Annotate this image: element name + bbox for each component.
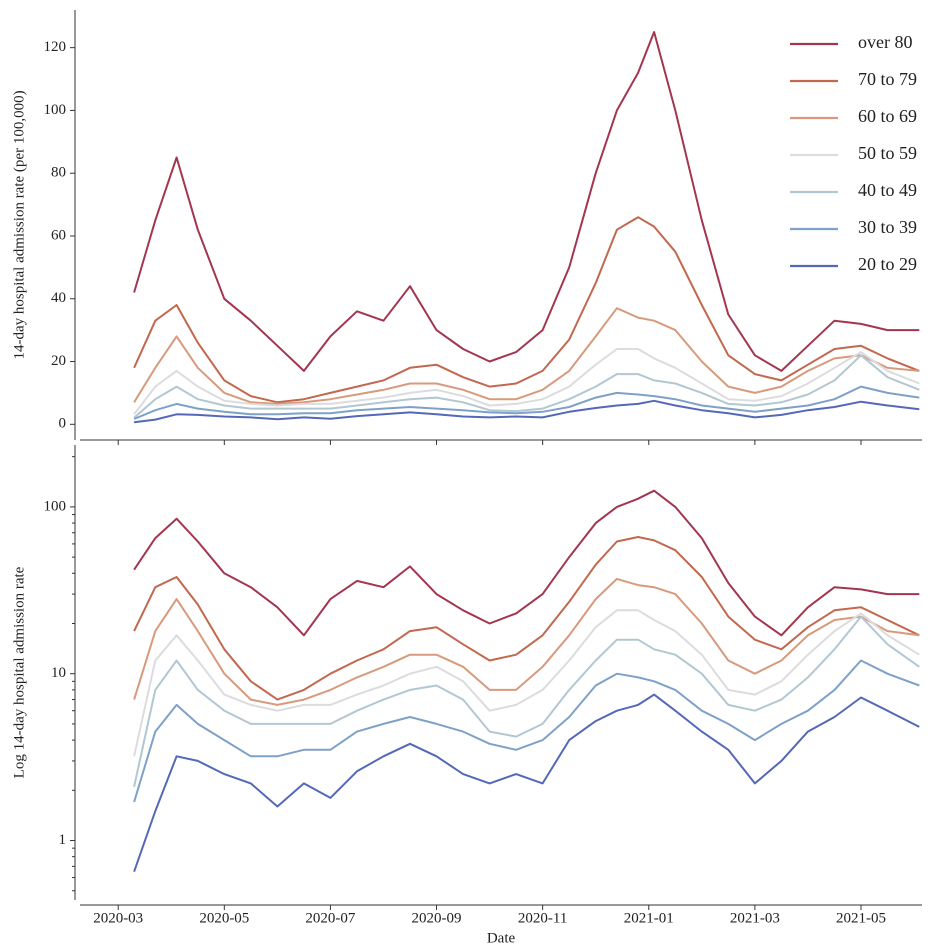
x-tick-label: 2021-01 [624,910,674,926]
y-tick-label: 0 [59,416,67,432]
x-tick-label: 2021-05 [836,910,886,926]
y-tick-label: 120 [44,39,67,55]
series-line [133,489,920,637]
legend-label: 60 to 69 [858,106,917,126]
y-tick-label: 1 [59,832,67,848]
y-tick-label: 100 [44,102,67,118]
series-line [133,536,920,701]
y-axis-label: Log 14-day hospital admission rate [11,566,27,778]
x-tick-label: 2020-11 [518,910,567,926]
x-tick-label: 2021-03 [730,910,780,926]
series-line [133,399,920,424]
series-line [133,693,920,873]
x-tick-label: 2020-09 [412,910,462,926]
legend-label: 50 to 59 [858,143,917,163]
series-line [133,609,920,757]
y-tick-label: 40 [51,290,66,306]
x-tick-label: 2020-07 [305,910,355,926]
x-tick-label: 2020-03 [93,910,143,926]
series-line [133,354,920,419]
y-tick-label: 100 [44,498,67,514]
legend-label: 70 to 79 [858,69,917,89]
series-line [133,659,920,803]
y-tick-label: 10 [51,665,66,681]
series-line [133,307,920,405]
series-line [133,216,920,404]
series-line [133,577,920,706]
legend-label: 30 to 39 [858,217,917,237]
legend-label: 20 to 29 [858,254,917,274]
y-tick-label: 80 [51,165,66,181]
series-line [133,385,920,420]
series-line [133,615,920,788]
y-axis-label: 14-day hospital admission rate (per 100,… [11,90,27,359]
y-tick-label: 20 [51,353,66,369]
x-tick-label: 2020-05 [199,910,249,926]
x-axis-label: Date [487,930,516,946]
y-tick-label: 60 [51,227,66,243]
series-line [133,348,920,415]
series-line [133,31,920,372]
legend-label: 40 to 49 [858,180,917,200]
legend-label: over 80 [858,32,912,52]
